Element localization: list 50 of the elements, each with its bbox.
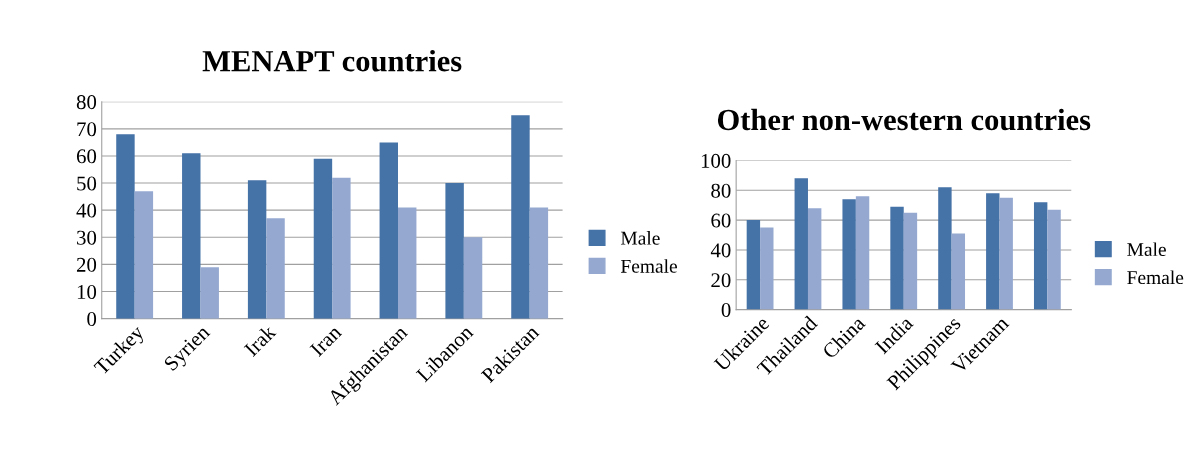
bar [511,115,530,319]
bar [890,206,904,310]
y-tick-label: 40 [710,243,731,258]
bar [379,142,398,319]
bar [842,199,856,310]
bar [398,207,417,319]
bar [999,197,1013,310]
x-tick-label: Irak [243,323,277,358]
bar [951,233,966,310]
bar [200,267,219,319]
bar [1047,209,1061,310]
bar [266,218,285,319]
bar [1033,202,1048,310]
bar [182,153,201,319]
legend-label: Female [1127,270,1184,285]
legend-label: Female [620,259,677,273]
legend-label: Male [1127,242,1166,257]
bar [903,212,918,310]
y-tick-label: 40 [76,203,97,218]
bar [855,196,870,310]
y-tick-label: 60 [711,213,731,228]
y-tick-label: 70 [77,122,97,137]
bar [445,183,464,319]
bar [746,220,761,310]
bar [807,208,822,310]
y-tick-label: 80 [711,183,731,198]
y-tick-label: 10 [77,284,97,299]
y-tick-label: 100 [701,153,731,168]
bar [313,158,333,319]
bar [986,193,1000,310]
bar [247,180,267,319]
y-tick-label: 20 [76,257,97,272]
bar [332,177,351,319]
y-tick-label: 0 [87,312,97,327]
chart-title: Other non-western countries [717,108,1091,131]
y-tick-label: 80 [76,95,97,110]
y-tick-label: 30 [77,230,97,245]
chart-title: MENAPT countries [202,49,462,72]
bar [463,237,483,319]
bar [134,191,154,319]
bar [760,227,774,310]
bar [938,187,952,310]
y-tick-label: 20 [711,273,731,288]
bar [794,178,808,310]
legend-label: Male [620,231,660,245]
y-tick-label: 50 [77,176,97,191]
bar [529,207,549,319]
y-tick-label: 0 [721,302,731,318]
bar [116,134,135,319]
y-tick-label: 60 [76,149,97,164]
